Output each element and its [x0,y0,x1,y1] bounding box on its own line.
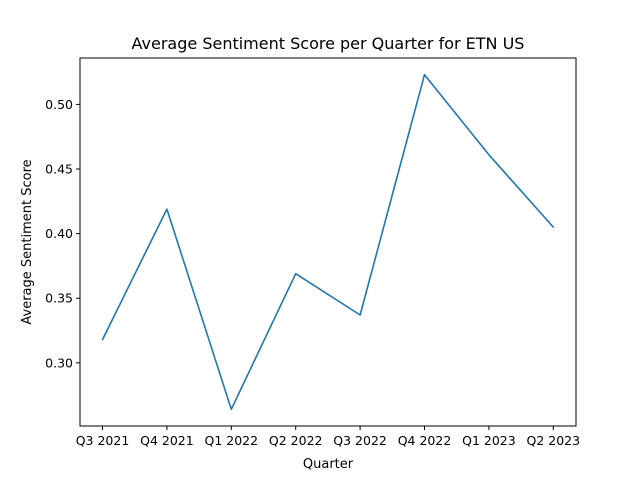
plot-area-frame [79,57,577,427]
x-tick-label: Q3 2022 [333,433,387,448]
x-tick-label: Q2 2023 [527,433,581,448]
y-tick-label: 0.40 [45,226,73,241]
x-axis-label: Quarter [303,457,354,472]
x-tick-label: Q1 2023 [462,433,516,448]
axis-ticks: Q3 2021 Q4 2021 Q1 2022 Q2 2022 Q3 2022 Q4 20… [45,97,580,448]
x-tick-label: Q4 2022 [398,433,452,448]
series-group [101,73,555,411]
x-tick-label: Q2 2022 [269,433,323,448]
y-tick-label: 0.35 [45,291,73,306]
series-line [101,73,555,411]
y-tick-label: 0.45 [45,161,73,176]
y-tick-label: 0.30 [45,355,73,370]
x-tick-label: Q3 2021 [76,433,130,448]
x-tick-label: Q1 2022 [205,433,259,448]
chart-title: Average Sentiment Score per Quarter for … [132,34,525,53]
x-tick-label: Q4 2021 [140,433,194,448]
y-tick-label: 0.50 [45,97,73,112]
y-axis-label: Average Sentiment Score [20,159,35,324]
